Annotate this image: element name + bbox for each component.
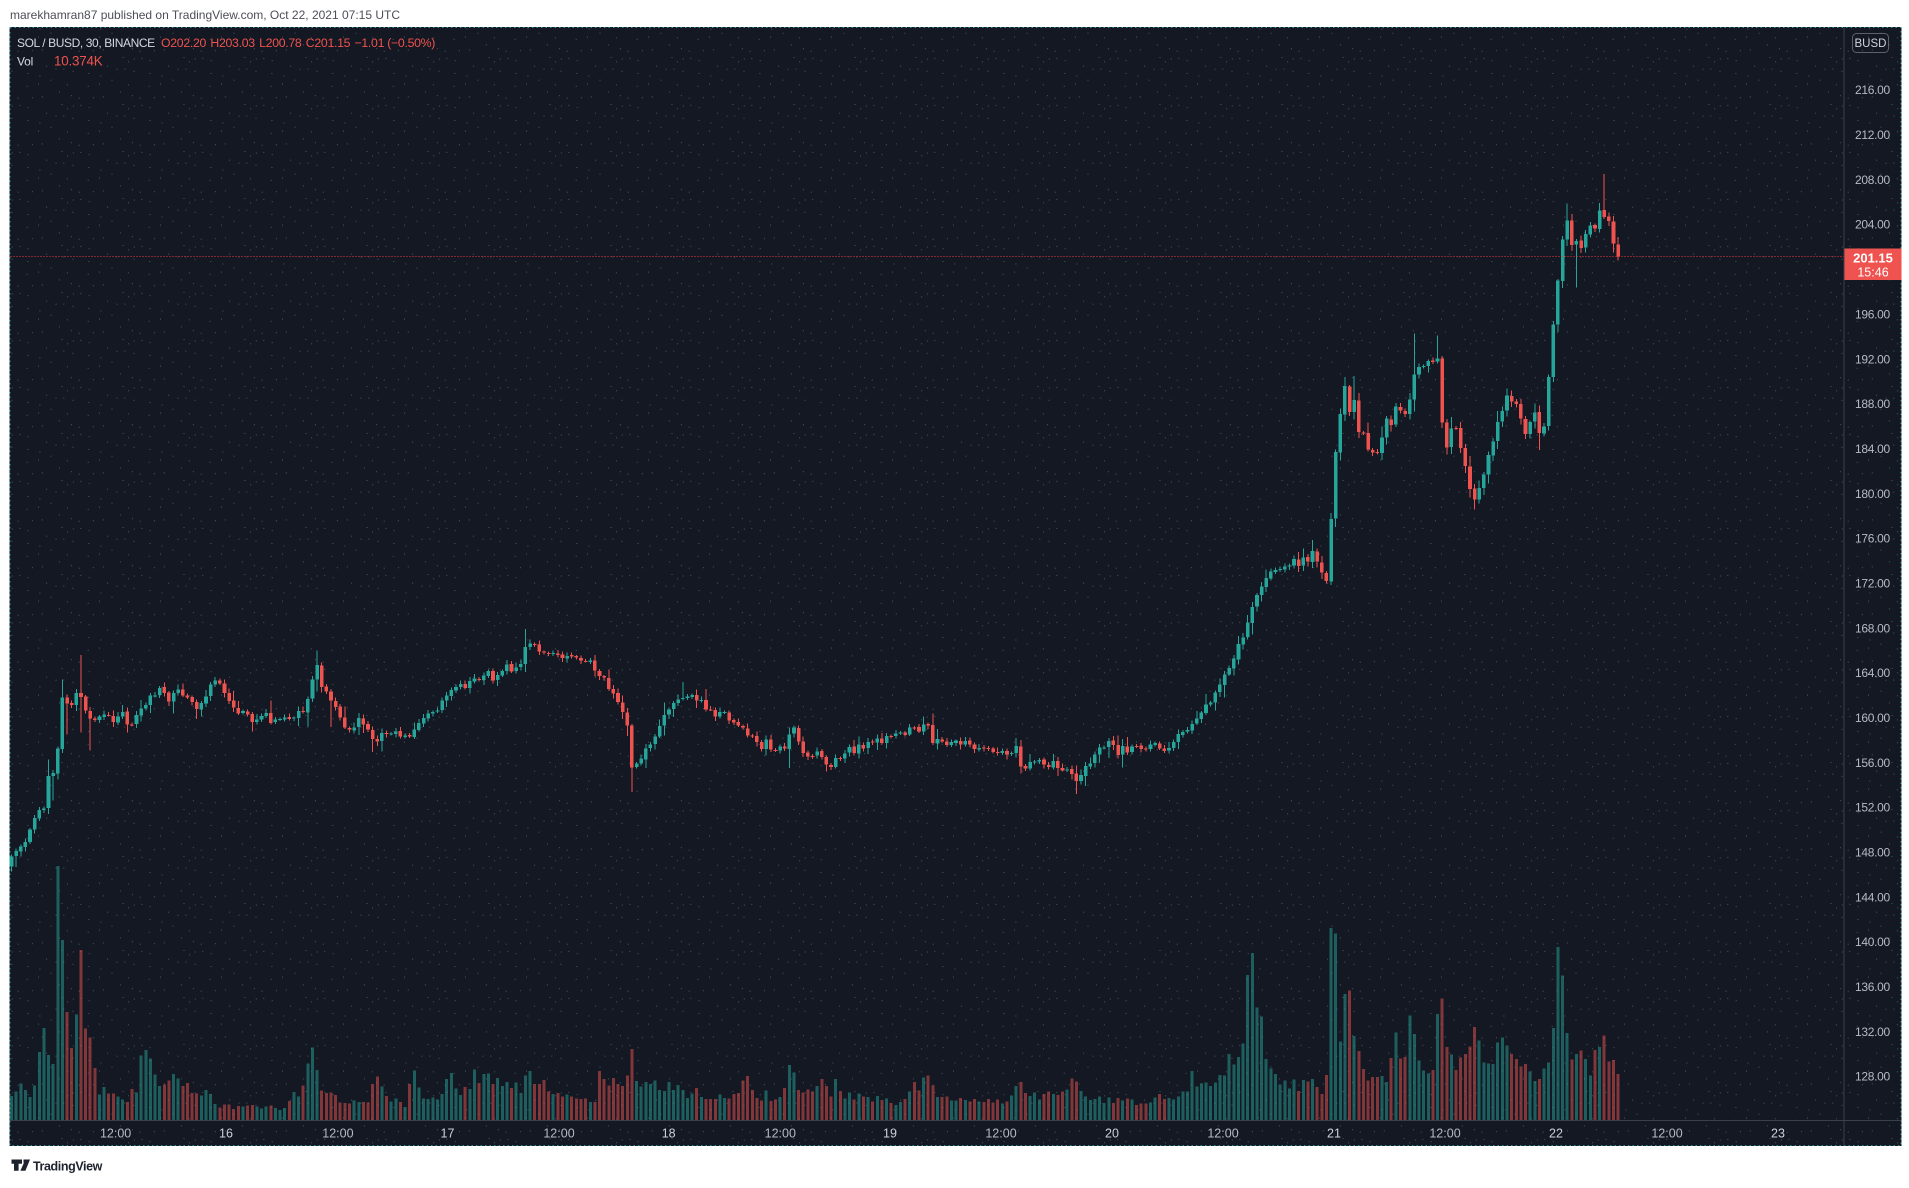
svg-text:12:00: 12:00 — [100, 1127, 131, 1141]
svg-text:212.00: 212.00 — [1855, 128, 1891, 142]
svg-text:marekhamran87 published on Tra: marekhamran87 published on TradingView.c… — [10, 8, 400, 22]
svg-text:136.00: 136.00 — [1855, 980, 1891, 994]
svg-text:140.00: 140.00 — [1855, 935, 1891, 949]
svg-text:184.00: 184.00 — [1855, 442, 1891, 456]
svg-text:16: 16 — [219, 1127, 233, 1141]
svg-text:23: 23 — [1771, 1127, 1785, 1141]
svg-text:O202.20 H203.03 L200.78 C20: O202.20 H203.03 L200.78 C201.15 −1.01 (−… — [161, 36, 435, 50]
svg-text:12:00: 12:00 — [543, 1127, 574, 1141]
svg-text:21: 21 — [1327, 1127, 1341, 1141]
svg-text:17: 17 — [441, 1127, 455, 1141]
svg-text:12:00: 12:00 — [1207, 1127, 1238, 1141]
svg-text:148.00: 148.00 — [1855, 846, 1891, 860]
svg-text:168.00: 168.00 — [1855, 621, 1891, 635]
svg-text:172.00: 172.00 — [1855, 577, 1891, 591]
svg-text:196.00: 196.00 — [1855, 307, 1891, 321]
svg-text:19: 19 — [883, 1127, 897, 1141]
svg-text:192.00: 192.00 — [1855, 352, 1891, 366]
svg-text:216.00: 216.00 — [1855, 83, 1891, 97]
svg-text:128.00: 128.00 — [1855, 1070, 1891, 1084]
svg-text:156.00: 156.00 — [1855, 756, 1891, 770]
svg-text:132.00: 132.00 — [1855, 1025, 1891, 1039]
svg-text:188.00: 188.00 — [1855, 397, 1891, 411]
svg-text:201.15: 201.15 — [1853, 251, 1893, 266]
svg-text:TradingView: TradingView — [33, 1160, 103, 1174]
svg-text:152.00: 152.00 — [1855, 801, 1891, 815]
svg-text:180.00: 180.00 — [1855, 487, 1891, 501]
svg-text:Vol: Vol — [17, 55, 33, 69]
svg-text:BUSD: BUSD — [1855, 38, 1887, 50]
svg-text:208.00: 208.00 — [1855, 173, 1891, 187]
svg-text:176.00: 176.00 — [1855, 532, 1891, 546]
svg-text:12:00: 12:00 — [322, 1127, 353, 1141]
svg-text:12:00: 12:00 — [1651, 1127, 1682, 1141]
svg-text:12:00: 12:00 — [765, 1127, 796, 1141]
svg-text:15:46: 15:46 — [1857, 266, 1888, 280]
svg-text:20: 20 — [1105, 1127, 1119, 1141]
svg-text:12:00: 12:00 — [1429, 1127, 1460, 1141]
svg-text:SOL / BUSD, 30, BINANCE: SOL / BUSD, 30, BINANCE — [17, 36, 155, 50]
svg-text:10.374K: 10.374K — [54, 54, 103, 69]
svg-text:18: 18 — [662, 1127, 676, 1141]
svg-text:204.00: 204.00 — [1855, 218, 1891, 232]
svg-text:22: 22 — [1549, 1127, 1563, 1141]
svg-text:164.00: 164.00 — [1855, 666, 1891, 680]
svg-text:160.00: 160.00 — [1855, 711, 1891, 725]
svg-text:144.00: 144.00 — [1855, 890, 1891, 904]
svg-text:12:00: 12:00 — [985, 1127, 1016, 1141]
